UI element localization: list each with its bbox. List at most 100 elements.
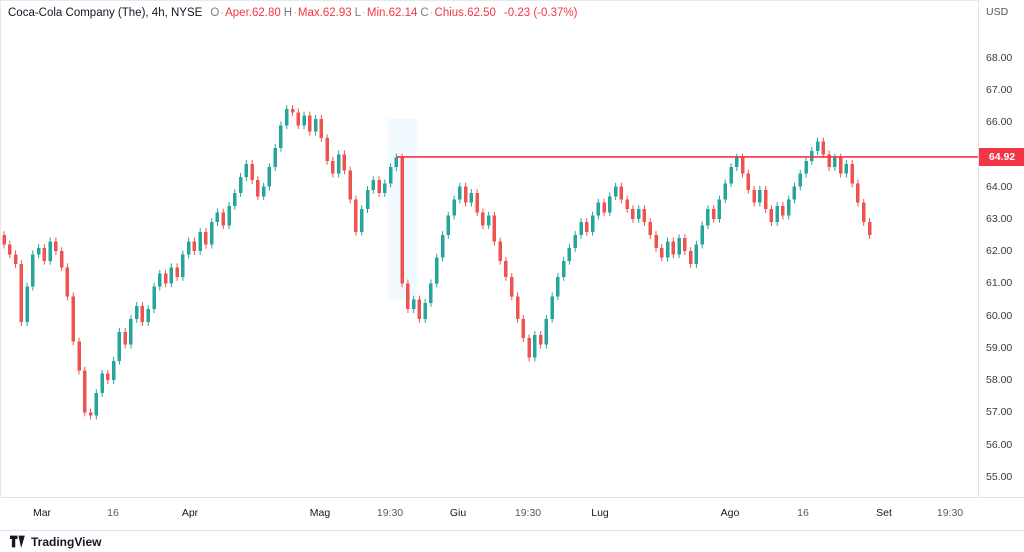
candle	[273, 143, 277, 172]
candle-body	[752, 189, 756, 203]
candle-body	[723, 183, 727, 200]
candle-body	[158, 273, 162, 287]
tradingview-brand[interactable]: TradingView	[31, 534, 102, 549]
candle	[527, 334, 531, 362]
candle	[204, 227, 208, 249]
y-axis-label: 61.00	[986, 277, 1013, 290]
candle	[827, 150, 831, 172]
candle-body	[515, 296, 520, 319]
candle-body	[654, 234, 658, 248]
candle	[556, 273, 560, 301]
candle	[608, 192, 612, 217]
candle-body	[371, 180, 376, 190]
time-axis[interactable]: Mar 16 Apr Mag 19:30 Giu 19:30 Lug Ago 16 Set 19:30	[0, 497, 1024, 531]
ohlc-separator: ·	[293, 7, 297, 19]
price-axis[interactable]: USD 55.00 56.00 57.00 58.00 59.00 60.00 61.00 6…	[978, 0, 1024, 530]
price-pane[interactable]: Coca-Cola Company (The), 4h, NYSE O·Aper…	[0, 0, 978, 497]
candle-body	[758, 189, 762, 203]
candle	[850, 160, 854, 188]
candle	[313, 114, 318, 136]
candle-body	[365, 189, 370, 210]
candle-body	[683, 238, 687, 252]
candle-body	[463, 186, 468, 203]
candle-body	[769, 209, 774, 223]
candle	[758, 185, 762, 207]
candle	[440, 231, 445, 262]
candle	[2, 231, 6, 249]
y-axis-label: 60.00	[986, 309, 1013, 322]
candle	[417, 295, 422, 323]
candle-body	[585, 222, 589, 232]
candle	[481, 208, 485, 230]
candle	[717, 195, 722, 223]
candle-body	[665, 241, 670, 258]
candle-body	[821, 141, 826, 155]
y-axis-label: 68.00	[986, 51, 1013, 64]
candle	[359, 205, 364, 236]
ohlc-separator: ·	[429, 7, 434, 19]
ohlc-key: C	[420, 7, 429, 19]
candle	[331, 156, 335, 178]
candle	[792, 182, 797, 204]
candle-body	[815, 141, 820, 152]
candle-body	[711, 209, 716, 219]
candle-body	[856, 183, 860, 203]
candle-body	[602, 202, 606, 213]
candle	[411, 295, 416, 314]
x-axis-label: Giu	[449, 507, 467, 519]
symbol-title[interactable]: Coca-Cola Company (The), 4h, NYSE	[8, 7, 203, 19]
candle-body	[279, 125, 283, 148]
candle-body	[729, 167, 733, 184]
candle	[429, 279, 433, 307]
candle	[198, 227, 202, 255]
candle	[308, 111, 312, 136]
candle-body	[273, 147, 277, 168]
candle	[250, 160, 254, 184]
candlestick-chart[interactable]	[0, 0, 978, 497]
candle	[435, 253, 439, 288]
ohlc-key: O	[210, 7, 220, 19]
candle	[723, 179, 727, 204]
candle-body	[308, 115, 312, 132]
y-axis-label: 67.00	[986, 83, 1013, 96]
ohlc-value: Min.62.14	[366, 7, 418, 19]
candle-body	[544, 318, 549, 345]
candle	[227, 202, 231, 230]
candle	[8, 240, 12, 259]
candle	[746, 169, 751, 194]
candle	[169, 263, 174, 288]
candle	[492, 211, 497, 246]
candle	[25, 282, 29, 326]
candle	[642, 205, 647, 226]
candle	[452, 195, 456, 220]
candle-body	[331, 160, 335, 174]
candle-body	[556, 276, 560, 297]
candle-body	[567, 247, 572, 261]
candle-body	[302, 115, 306, 126]
candle	[752, 185, 756, 207]
candle-body	[244, 163, 249, 177]
candle	[815, 137, 820, 155]
candle-body	[169, 267, 174, 284]
candle-body	[636, 209, 641, 219]
candle-body	[13, 254, 18, 265]
candle	[383, 179, 387, 197]
candle	[175, 263, 179, 281]
candle-body	[717, 199, 722, 219]
candle-body	[42, 247, 47, 261]
candle-body	[735, 157, 739, 168]
candle	[613, 182, 618, 201]
tradingview-logo-icon[interactable]	[10, 535, 25, 548]
candle-body	[786, 199, 791, 216]
candle	[625, 195, 629, 214]
candle	[134, 302, 139, 323]
candle-body	[521, 318, 526, 339]
candle	[798, 169, 803, 191]
candle-body	[625, 199, 629, 210]
candle	[256, 176, 260, 201]
candle-body	[688, 251, 693, 265]
ohlc-values: O·Aper.62.80 H·Max.62.93 L·Min.62.14 C·Chiu…	[207, 7, 496, 19]
candle-body	[325, 138, 329, 161]
candle-body	[804, 160, 808, 174]
candle-body	[100, 373, 104, 394]
